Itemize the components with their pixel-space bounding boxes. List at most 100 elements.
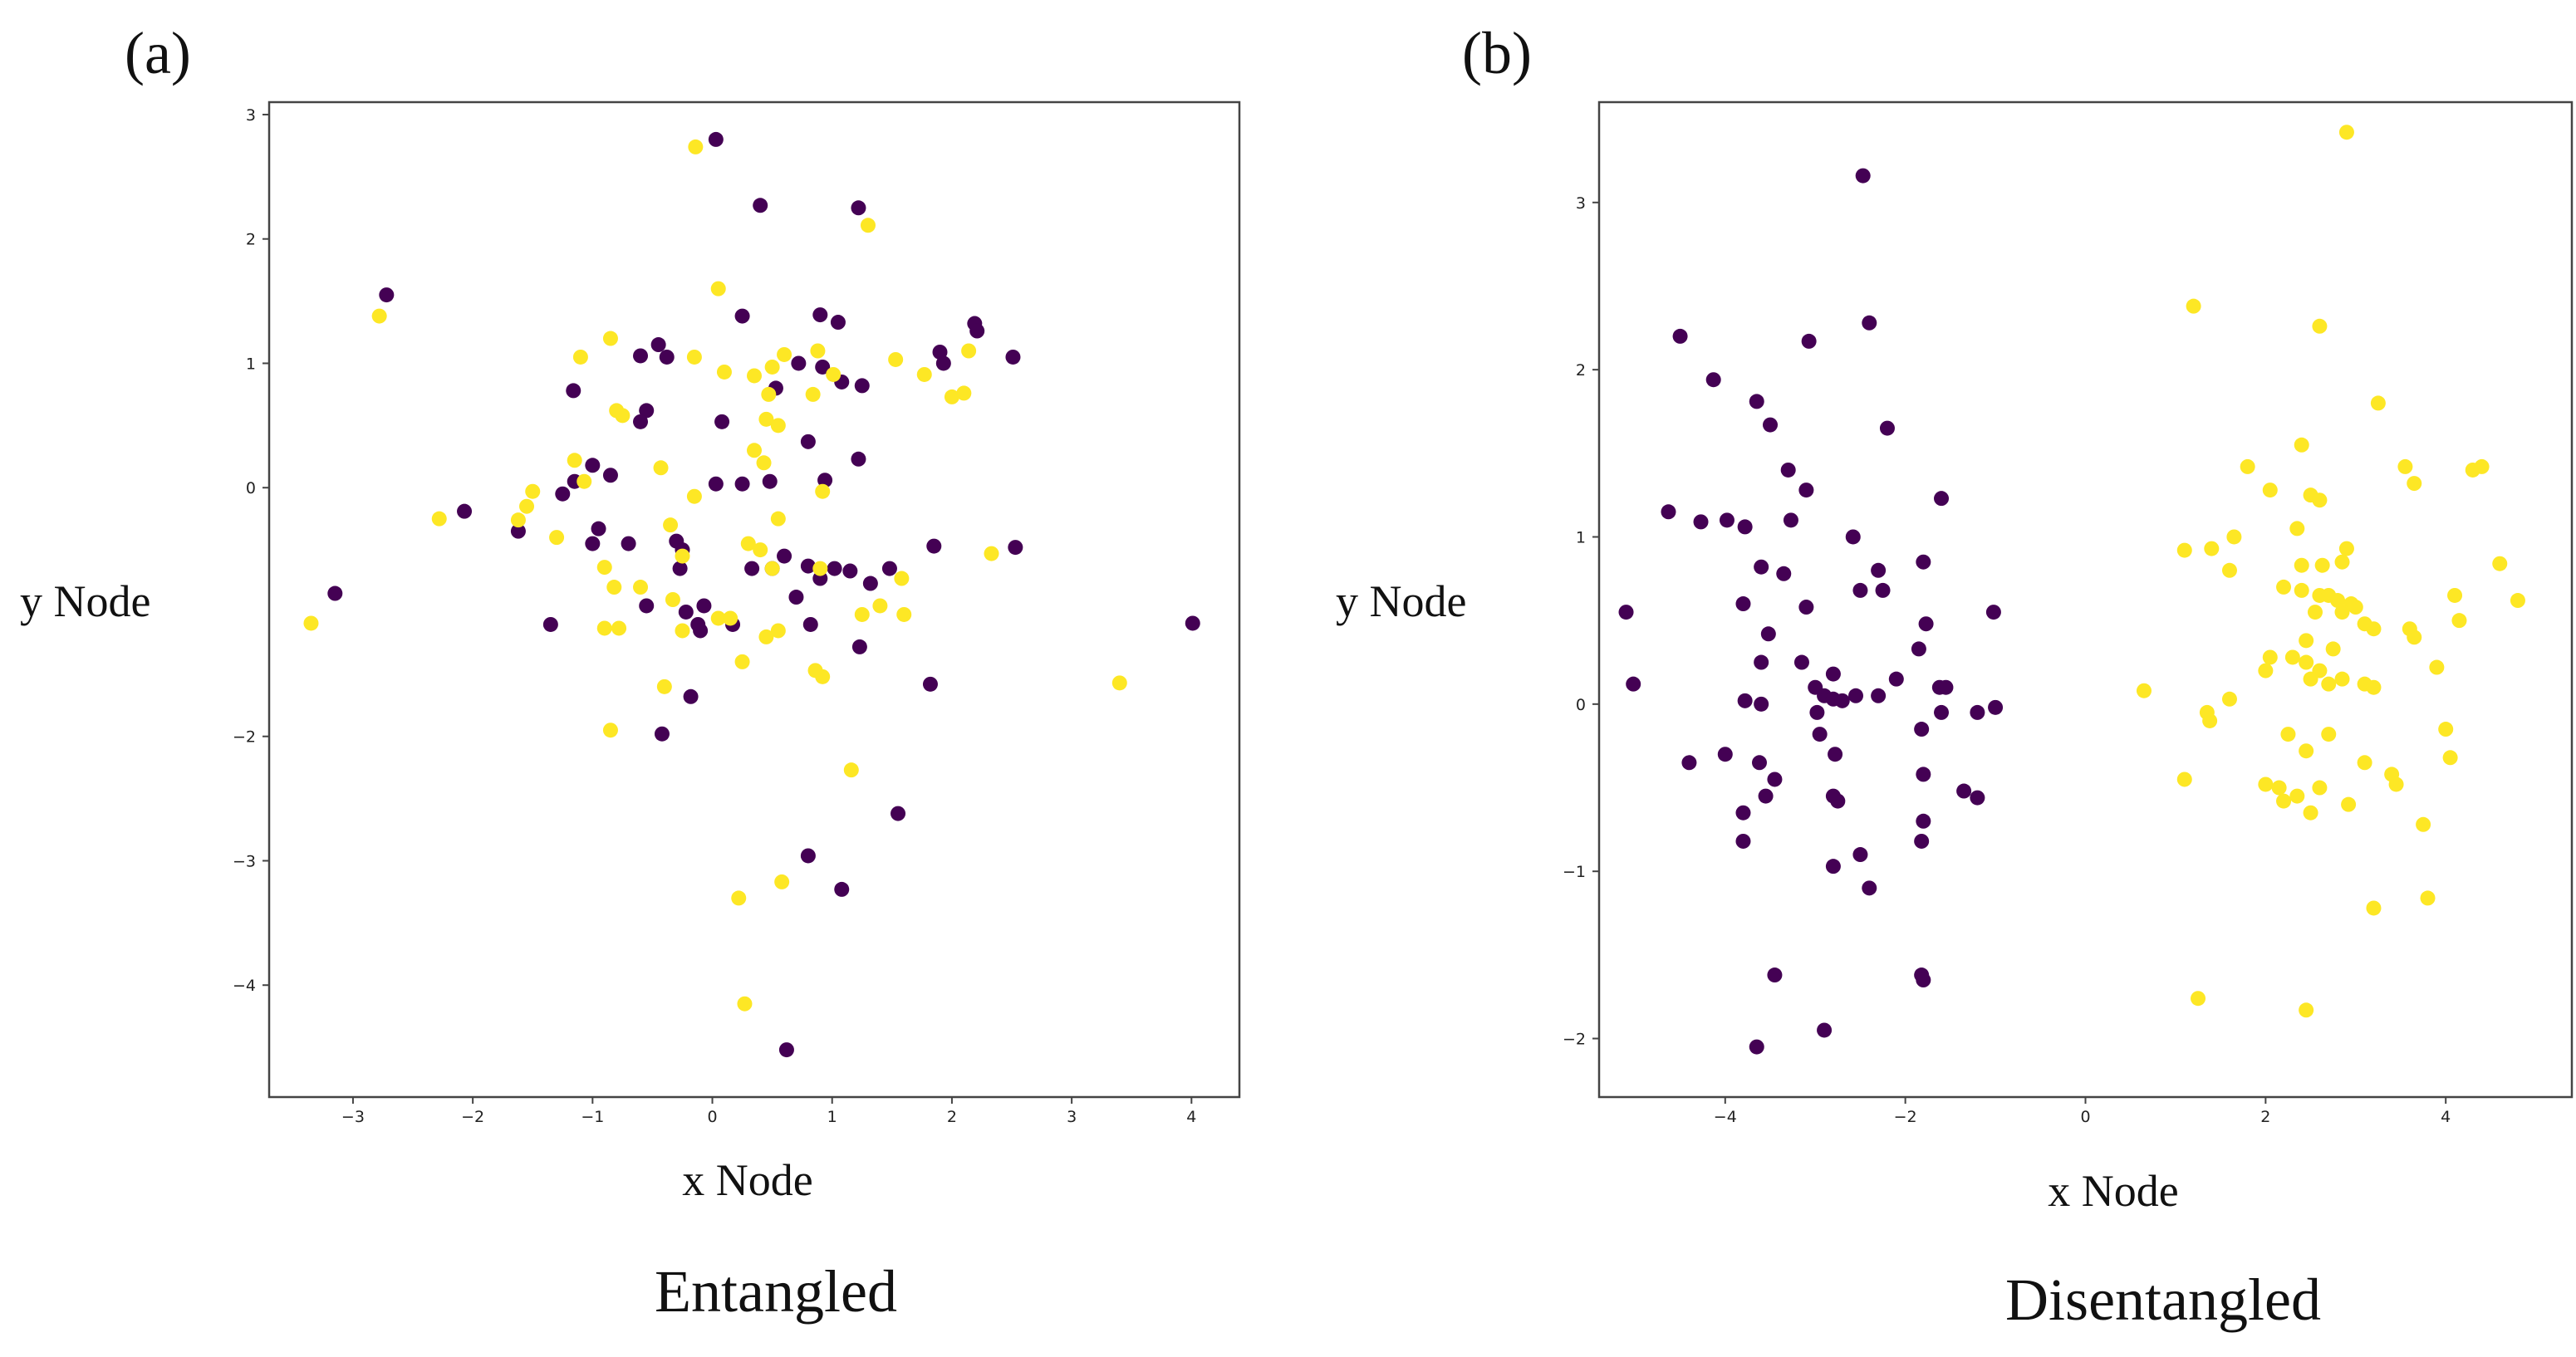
panel-a-point-class-1	[596, 560, 612, 576]
panel-b-point-class-0	[1783, 512, 1798, 528]
panel-b-point-class-0	[1825, 666, 1841, 682]
panel-b-point-class-0	[1916, 972, 1931, 988]
panel-b-point-class-0	[1862, 880, 1877, 896]
panel-a-x-tick-label: 3	[1067, 1108, 1077, 1126]
panel-b-plot-frame	[1597, 100, 2574, 1099]
panel-a-point-class-1	[596, 620, 612, 636]
panel-b-point-class-1	[2307, 605, 2323, 620]
panel-b-point-class-0	[1985, 605, 2001, 620]
panel-a-point-class-1	[663, 517, 679, 533]
panel-a-point-class-1	[653, 460, 669, 476]
panel-b-point-class-1	[2289, 521, 2305, 536]
panel-b-point-class-1	[2314, 557, 2330, 573]
panel-b-point-class-1	[2312, 318, 2328, 334]
panel-b-point-class-0	[1911, 641, 1926, 657]
panel-a-point-class-1	[656, 678, 672, 694]
panel-a-point-class-1	[896, 606, 912, 622]
panel-a-point-class-0	[591, 521, 606, 536]
panel-a-point-class-0	[815, 359, 831, 375]
panel-b-point-class-1	[2397, 458, 2413, 474]
panel-a-point-class-0	[834, 881, 850, 897]
panel-a-point-class-0	[602, 468, 618, 483]
panel-b-point-class-1	[2442, 750, 2458, 766]
panel-a-point-class-1	[686, 349, 702, 365]
panel-b-point-class-1	[2321, 727, 2337, 742]
panel-b-point-class-1	[2492, 556, 2508, 571]
panel-b-point-class-1	[2176, 772, 2192, 787]
panel-b-point-class-0	[1830, 793, 1846, 809]
panel-b-point-class-1	[2474, 458, 2490, 474]
panel-b-point-class-1	[2334, 554, 2350, 570]
panel-b-point-class-0	[1934, 704, 1950, 720]
panel-a-point-class-1	[761, 386, 777, 402]
panel-a-point-class-1	[894, 571, 910, 586]
panel-b-point-class-0	[1717, 747, 1733, 762]
panel-b-y-tick-label: −1	[1563, 863, 1586, 881]
panel-a-point-class-0	[683, 688, 699, 704]
panel-b-point-class-0	[1918, 616, 1934, 632]
panel-a-points	[303, 131, 1200, 1058]
panel-b-point-class-1	[2294, 557, 2309, 573]
panel-b-point-class-1	[2366, 621, 2382, 637]
panel-a-x-tick-label: −3	[341, 1108, 365, 1126]
panel-a-point-class-0	[566, 383, 581, 399]
panel-a-point-class-0	[708, 476, 724, 492]
panel-b-point-class-0	[1758, 788, 1774, 804]
panel-a-point-class-1	[602, 331, 618, 346]
panel-a-point-class-0	[708, 131, 724, 147]
panel-a-point-class-0	[621, 536, 636, 551]
panel-a-point-class-0	[639, 403, 655, 419]
panel-a-point-class-1	[810, 343, 826, 359]
panel-b-point-class-1	[2299, 633, 2314, 649]
panel-a-point-class-0	[802, 616, 818, 632]
panel-b-point-class-0	[1914, 833, 1930, 849]
panel-a-point-class-1	[615, 408, 631, 424]
panel-b-point-class-1	[2191, 991, 2206, 1007]
panel-b-point-class-1	[2334, 605, 2350, 620]
panel-a-point-class-0	[678, 604, 694, 620]
panel-b-point-class-1	[2388, 776, 2404, 792]
panel-a-plot-frame	[267, 100, 1241, 1099]
panel-a-point-class-1	[688, 139, 704, 154]
panel-a-point-class-1	[567, 453, 582, 468]
panel-b-y-tick-label: 2	[1576, 361, 1586, 380]
panel-b-point-class-0	[1828, 747, 1843, 762]
panel-a-caption: Entangled	[655, 1258, 897, 1325]
panel-a-point-class-1	[303, 615, 319, 631]
panel-a-point-class-0	[800, 434, 816, 449]
panel-b-point-class-1	[2299, 1002, 2314, 1018]
panel-b-point-class-1	[2303, 671, 2318, 687]
panel-b-point-class-0	[1798, 483, 1814, 498]
panel-a-point-class-0	[842, 563, 858, 579]
panel-a-point-class-1	[764, 359, 780, 375]
panel-b-point-class-0	[1780, 462, 1796, 478]
panel-b-point-class-0	[1871, 562, 1887, 578]
panel-a-point-class-0	[555, 486, 571, 502]
panel-a-point-class-0	[891, 806, 906, 821]
panel-b-point-class-0	[1735, 596, 1751, 612]
panel-a-point-class-1	[723, 610, 738, 626]
panel-b-point-class-0	[1817, 1022, 1833, 1038]
panel-b-point-class-1	[2221, 691, 2237, 707]
panel-b-point-class-1	[2312, 780, 2328, 796]
panel-a-point-class-0	[633, 414, 649, 429]
panel-a-point-class-0	[827, 561, 842, 576]
panel-a-point-class-1	[758, 629, 774, 644]
panel-b-point-class-0	[1737, 519, 1753, 535]
panel-b-point-class-1	[2262, 483, 2278, 498]
panel-a-point-class-1	[431, 511, 447, 527]
panel-a-y-tick-label: 0	[246, 479, 256, 497]
panel-a-point-class-0	[734, 308, 750, 324]
panel-a-point-class-1	[770, 623, 786, 639]
panel-b-point-class-0	[1801, 333, 1817, 349]
panel-b-point-class-0	[1735, 805, 1751, 821]
panel-a-x-tick-label: 2	[947, 1108, 957, 1126]
panel-a-y-tick-label: −2	[233, 728, 256, 747]
panel-b-point-class-1	[2258, 776, 2274, 792]
panel-a-point-class-1	[686, 488, 702, 504]
panel-b-point-class-1	[2226, 529, 2242, 545]
panel-a-x-tick-label: 4	[1186, 1108, 1196, 1126]
panel-b-point-class-1	[2420, 890, 2436, 906]
panel-b-point-class-1	[2240, 458, 2255, 474]
panel-a-point-class-1	[519, 498, 535, 514]
